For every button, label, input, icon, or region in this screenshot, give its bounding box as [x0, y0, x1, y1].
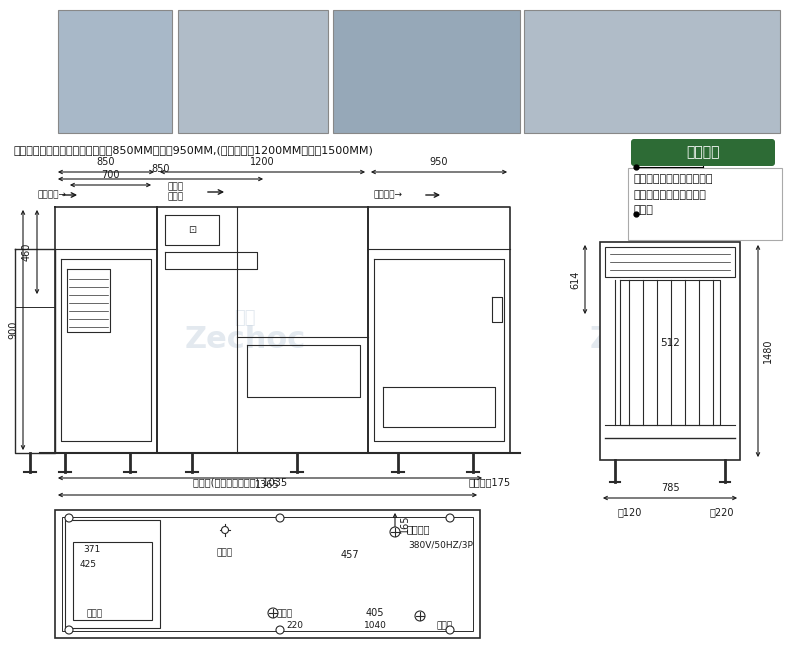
Text: 380V/50HZ/3P: 380V/50HZ/3P [408, 540, 473, 549]
Text: Zechoc: Zechoc [184, 325, 306, 355]
Bar [55, 510, 480, 638]
Circle shape [276, 514, 284, 522]
Text: 457: 457 [340, 550, 359, 560]
Text: 电120: 电120 [618, 507, 642, 517]
Text: 哲克: 哲克 [235, 544, 256, 562]
Text: 1480: 1480 [763, 339, 773, 364]
Circle shape [268, 608, 278, 618]
Text: 1200: 1200 [250, 157, 275, 167]
Bar [333, 10, 520, 133]
Bar [65, 520, 160, 628]
Text: 700: 700 [101, 170, 120, 180]
Text: 适用场所: 适用场所 [687, 146, 720, 159]
Circle shape [415, 611, 425, 621]
Circle shape [446, 514, 454, 522]
Circle shape [221, 526, 228, 534]
Text: 371: 371 [83, 545, 100, 554]
Text: 1040: 1040 [363, 621, 386, 630]
Bar [73, 542, 152, 620]
Text: 165: 165 [400, 515, 410, 534]
Bar [524, 10, 780, 133]
Text: 425: 425 [80, 560, 97, 569]
Text: 水龙口(不含烘干机尺寸) 1035: 水龙口(不含烘干机尺寸) 1035 [193, 477, 287, 487]
Text: 614: 614 [570, 270, 580, 289]
Text: 950: 950 [430, 157, 448, 167]
Text: 900: 900 [8, 321, 18, 339]
Text: 主要适用场所：中、小型饭
店、咖啡厅、连锁餐厅、
饭堂等: 主要适用场所：中、小型饭 店、咖啡厅、连锁餐厅、 饭堂等 [634, 174, 713, 215]
Text: Zechoc: Zechoc [184, 560, 306, 589]
Circle shape [65, 626, 73, 634]
Bar [58, 10, 172, 133]
Circle shape [276, 626, 284, 634]
Text: 850: 850 [151, 164, 170, 174]
Text: 清洗区: 清洗区 [167, 192, 183, 202]
Circle shape [390, 527, 400, 537]
Text: 左进口区→: 左进口区→ [37, 190, 66, 200]
Text: 排水管: 排水管 [87, 609, 103, 618]
Text: ⊡: ⊡ [188, 225, 196, 235]
Text: 哲克: 哲克 [639, 309, 660, 327]
Text: 220: 220 [287, 621, 303, 630]
Text: 460: 460 [22, 243, 32, 261]
Text: 1365: 1365 [255, 480, 280, 490]
Circle shape [446, 626, 454, 634]
Circle shape [65, 514, 73, 522]
Text: 进水入口: 进水入口 [407, 524, 431, 534]
Text: 图标为常规产品，左进右出：进碟850MM，收碟950MM,(可另选进碟1200MM，收碟1500MM): 图标为常规产品，左进右出：进碟850MM，收碟950MM,(可另选进碟1200M… [13, 145, 373, 155]
Text: 排水管: 排水管 [217, 548, 233, 557]
Text: 哲克: 哲克 [235, 309, 256, 327]
Bar [62, 517, 473, 631]
FancyBboxPatch shape [631, 139, 775, 166]
Text: 排水管: 排水管 [437, 621, 453, 630]
Text: 水220: 水220 [710, 507, 735, 517]
Bar [628, 168, 782, 240]
Text: 烘焙区: 烘焙区 [167, 183, 183, 192]
Bar [178, 10, 328, 133]
Text: 785: 785 [660, 483, 679, 493]
Text: 850: 850 [96, 157, 115, 167]
Text: 进水口: 进水口 [277, 609, 293, 618]
Text: 电源进口175: 电源进口175 [469, 477, 511, 487]
Text: Zechoc: Zechoc [589, 325, 711, 355]
Bar [605, 247, 735, 277]
Text: 405: 405 [366, 608, 384, 618]
Text: 右进口区→: 右进口区→ [373, 190, 402, 200]
Bar [600, 242, 740, 460]
Text: 512: 512 [660, 338, 680, 348]
